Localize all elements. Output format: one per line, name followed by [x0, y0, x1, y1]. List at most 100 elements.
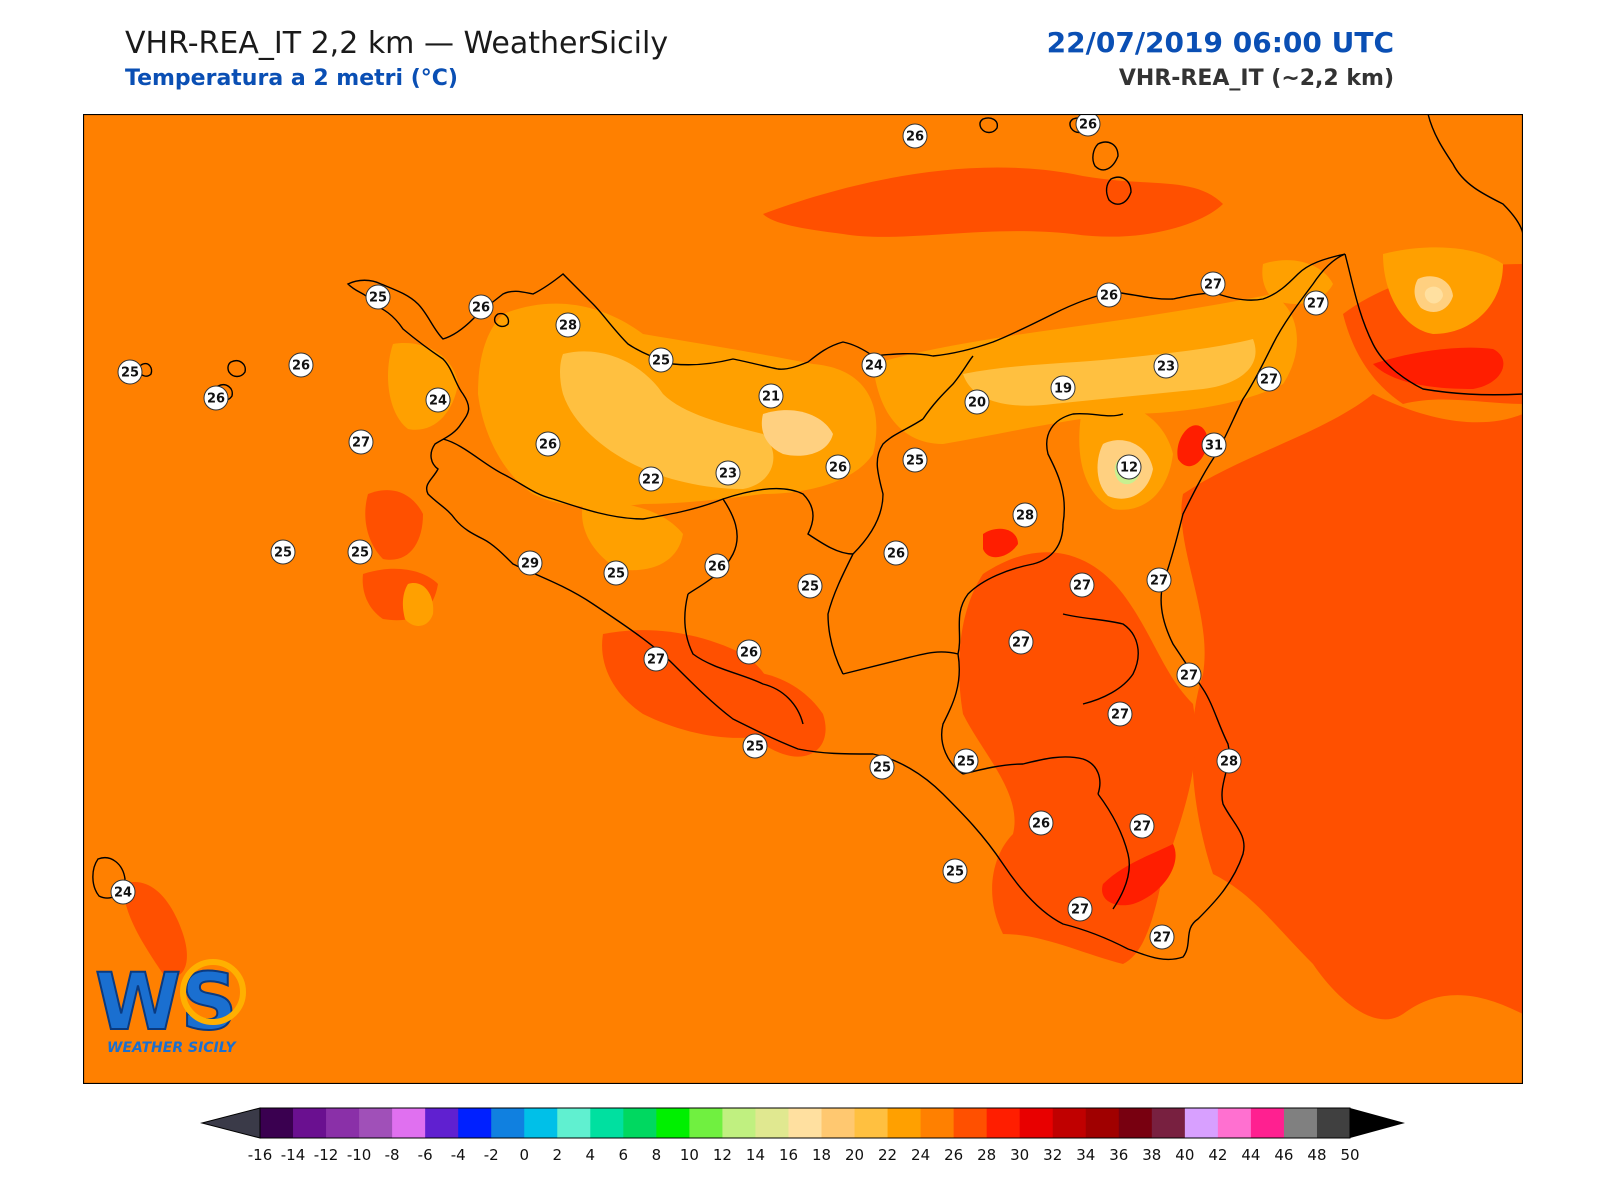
station-marker: 27 — [1146, 567, 1172, 593]
station-marker: 25 — [953, 748, 979, 774]
station-marker-circle — [736, 639, 762, 665]
colorbar-ticks: -16 -14 -12 -10 -8 -6 -4 -2 0 2 4 6 8 10 12 14 16 18 20 22 2… — [248, 1146, 1360, 1164]
colorbar-tick-label: 42 — [1208, 1146, 1227, 1164]
logo-sun-icon — [180, 959, 246, 1025]
station-value: 26 — [708, 560, 726, 575]
colorbar-cell — [1217, 1108, 1252, 1138]
station-value: 20 — [968, 396, 986, 411]
station-value: 27 — [647, 653, 665, 668]
warm-area-west-1 — [365, 490, 423, 560]
station-marker-circle — [1107, 701, 1133, 727]
map-datetime: 22/07/2019 06:00 UTC — [1046, 26, 1394, 59]
station-marker: 20 — [964, 389, 990, 415]
station-marker: 26 — [1028, 810, 1054, 836]
station-marker-circle — [110, 879, 136, 905]
province-border-6 — [684, 593, 804, 725]
colorbar-cell — [887, 1108, 922, 1138]
province-border-11 — [1062, 613, 1139, 705]
colorbar-cell — [755, 1108, 789, 1138]
station-marker-circle — [902, 447, 928, 473]
station-marker: 23 — [715, 460, 741, 486]
station-marker-circle — [203, 385, 229, 411]
station-marker: 27 — [1149, 924, 1175, 950]
colorbar-tick-label: 18 — [812, 1146, 831, 1164]
aeolian-island-1 — [1092, 141, 1119, 171]
colorbar-tick-label: 48 — [1307, 1146, 1326, 1164]
station-marker: 25 — [869, 754, 895, 780]
colorbar-cell — [425, 1108, 459, 1138]
colorbar-cell — [953, 1108, 988, 1138]
station-marker-circle — [902, 123, 928, 149]
station-marker: 26 — [736, 639, 762, 665]
station-marker-circle — [1067, 896, 1093, 922]
colorbar-cell — [689, 1108, 723, 1138]
colorbar-cell — [920, 1108, 955, 1138]
province-border-7 — [827, 553, 854, 675]
station-marker: 27 — [1303, 290, 1329, 316]
station-marker: 24 — [425, 387, 451, 413]
province-border-4 — [852, 418, 924, 555]
station-marker: 24 — [861, 352, 887, 378]
station-marker: 25 — [742, 733, 768, 759]
station-marker-circle — [117, 359, 143, 385]
ustica-coastline — [493, 312, 510, 328]
station-marker-circle — [869, 754, 895, 780]
colorbar-cell — [788, 1108, 823, 1138]
station-value: 25 — [121, 366, 139, 381]
station-value: 29 — [521, 557, 539, 572]
station-marker: 27 — [1067, 896, 1093, 922]
station-marker-circle — [883, 540, 909, 566]
colorbar-cell — [458, 1108, 492, 1138]
station-marker: 27 — [1176, 662, 1202, 688]
station-value: 27 — [1012, 636, 1030, 651]
station-marker: 27 — [643, 646, 669, 672]
colorbar-cell — [656, 1108, 690, 1138]
station-marker: 26 — [704, 553, 730, 579]
station-value: 27 — [1307, 297, 1325, 312]
station-marker-circle — [704, 553, 730, 579]
colorbar-tick-label: -10 — [347, 1146, 372, 1164]
colorbar-tick-label: 32 — [1043, 1146, 1062, 1164]
colorbar-cell — [623, 1108, 657, 1138]
station-marker-circle — [468, 294, 494, 320]
station-marker: 25 — [117, 359, 143, 385]
colorbar-tick-label: -4 — [451, 1146, 466, 1164]
colorbar-tick-label: 2 — [552, 1146, 562, 1164]
station-value: 31 — [1205, 439, 1223, 454]
station-marker-circle — [1050, 375, 1076, 401]
mild-areas — [388, 247, 1503, 626]
station-marker-circle — [643, 646, 669, 672]
province-border-8 — [842, 651, 959, 675]
station-marker-circle — [742, 733, 768, 759]
station-marker-circle — [1129, 813, 1155, 839]
colorbar-tick-label: -8 — [385, 1146, 400, 1164]
temperature-map-canvas: 26 26 25 26 28 25 25 26 24 27 26 25 25 24 21 26 22 23 26 25… — [83, 114, 1523, 1084]
colorbar-tick-label: -2 — [484, 1146, 499, 1164]
station-marker: 27 — [1069, 572, 1095, 598]
colorbar-tick-label: 40 — [1175, 1146, 1194, 1164]
station-marker-circle — [648, 347, 674, 373]
colorbar-tick-label: 20 — [845, 1146, 864, 1164]
station-value: 25 — [369, 291, 387, 306]
calabria-coastline — [1344, 253, 1523, 396]
station-marker-circle — [603, 560, 629, 586]
station-marker: 27 — [1107, 701, 1133, 727]
station-marker: 26 — [825, 454, 851, 480]
station-marker-circle — [348, 429, 374, 455]
colorbar-cell — [1184, 1108, 1219, 1138]
station-value: 25 — [906, 454, 924, 469]
station-marker-circle — [425, 387, 451, 413]
logo-letters: WS — [95, 958, 237, 1048]
station-value: 27 — [1150, 574, 1168, 589]
colorbar-tick-label: 28 — [977, 1146, 996, 1164]
station-value: 26 — [539, 438, 557, 453]
colorbar-cell — [524, 1108, 558, 1138]
cool-area-ficuzza — [761, 410, 833, 456]
station-marker: 28 — [555, 312, 581, 338]
colorbar-tick-label: 12 — [713, 1146, 732, 1164]
colorbar-cell — [1085, 1108, 1120, 1138]
province-border-10 — [1046, 412, 1124, 525]
station-value: 21 — [762, 390, 780, 405]
colorbar-cell — [260, 1108, 294, 1138]
station-marker: 26 — [535, 431, 561, 457]
